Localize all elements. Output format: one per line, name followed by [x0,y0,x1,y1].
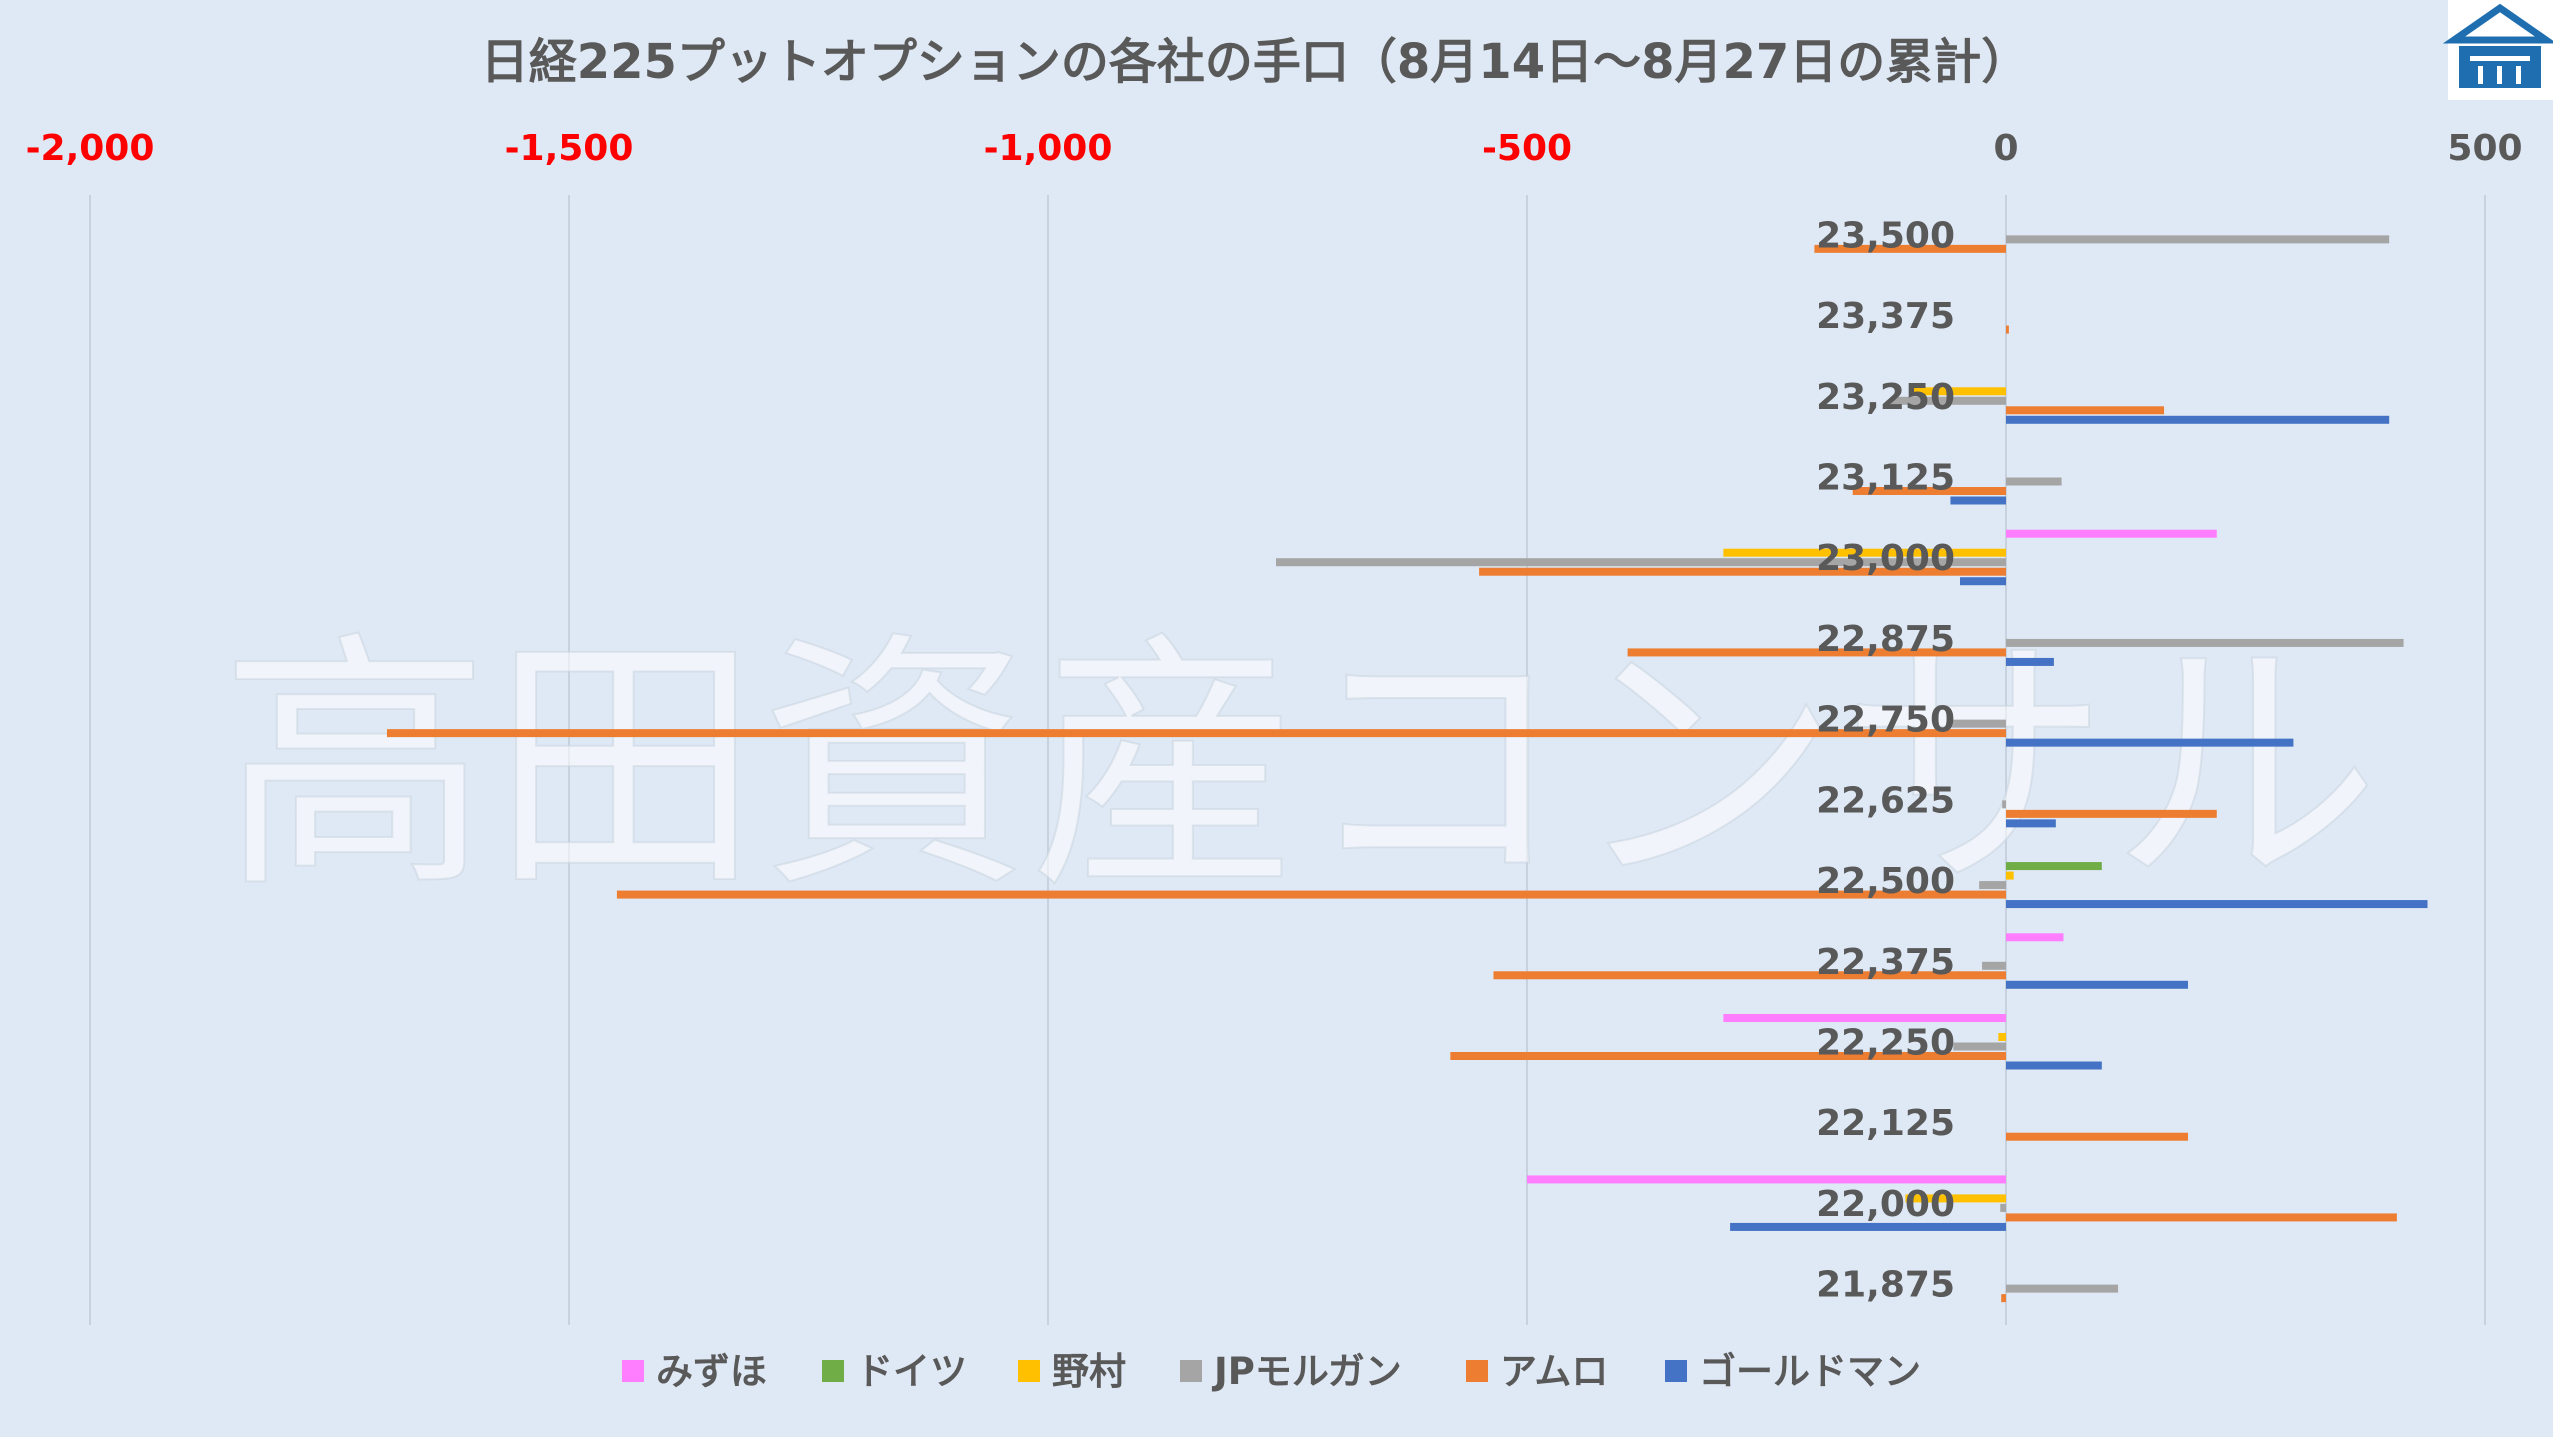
logo-pillar-2 [2497,66,2502,84]
bar [2006,1284,2119,1293]
bar [2006,1213,2397,1222]
category-labels: 23,500 23,375 23,250 23,125 23,000 22,875 22,7… [1816,215,1955,1305]
bar [1276,558,2006,567]
bar [1852,487,2006,495]
gridlines [89,195,2486,1325]
bar [1960,577,2006,586]
logo-pillar-3 [2516,66,2521,84]
logo-stripe-1 [2470,56,2530,61]
x-tick-label: -500 [1482,128,1572,169]
bar [1953,1042,2006,1051]
category-label: 23,000 [1816,538,1955,579]
bar [2000,1203,2006,1212]
bar [1982,961,2006,970]
bar [2006,1061,2102,1070]
bar [2006,529,2217,538]
category-label: 23,375 [1816,296,1955,337]
x-tick-label: 500 [2447,128,2522,169]
bar [1730,1222,2006,1231]
category-label: 22,875 [1816,619,1955,660]
bar [1479,567,2006,576]
bar [1998,1033,2006,1041]
bar [2006,862,2102,871]
legend-label: みずほ [656,1350,767,1393]
bar [2002,800,2006,809]
bar [2006,235,2390,244]
bar [2006,809,2217,818]
bar [1948,719,2006,728]
legend-swatch [822,1360,844,1382]
legend-label: JPモルガン [1211,1350,1402,1393]
bar [1814,244,2006,253]
bar [2006,406,2165,415]
x-tick-label: 0 [1993,128,2018,169]
x-tick-label: -1,500 [505,128,634,169]
category-label: 22,250 [1816,1023,1955,1064]
bar [1723,548,2006,557]
legend-swatch [1018,1360,1040,1382]
bar [2006,638,2404,647]
bar [2006,900,2428,909]
category-label: 22,125 [1816,1103,1955,1144]
bar [1891,396,2006,405]
bar [2006,738,2294,747]
category-label: 23,500 [1816,215,1955,256]
legend-label: ゴールドマン [1699,1350,1921,1393]
bar [2001,1294,2006,1303]
logo-pillar-1 [2478,66,2483,84]
bar [2006,477,2062,486]
bar [1979,881,2006,890]
bar [2006,980,2189,989]
bar [1950,496,2006,505]
bar [1493,971,2006,980]
chart-title: 日経225プットオプションの各社の手口（8月14日～8月27日の累計） [481,34,2030,90]
legend: みずほ ドイツ 野村 JPモルガン アムロ ゴールドマン [622,1350,1921,1393]
category-label: 22,500 [1816,861,1955,902]
watermark-text: 高田資産コンサル [220,609,2380,924]
category-label: 22,750 [1816,700,1955,741]
x-tick-label: -1,000 [984,128,1113,169]
bar [1723,1014,2006,1022]
category-label: 21,875 [1816,1265,1955,1306]
bar [2006,819,2056,828]
legend-swatch [1466,1360,1488,1382]
bar [2006,871,2014,880]
bar [386,729,2007,738]
category-label: 22,625 [1816,780,1955,821]
legend-label: アムロ [1500,1350,1608,1393]
company-logo [2442,0,2553,100]
bar [2006,415,2390,424]
bar [616,890,2006,899]
legend-swatch [1665,1360,1687,1382]
x-tick-label: -2,000 [26,128,155,169]
bar [2006,933,2064,942]
bar [1627,648,2006,657]
legend-swatch [1180,1360,1202,1382]
category-label: 22,375 [1816,942,1955,983]
bar [2006,657,2054,666]
category-label: 23,250 [1816,377,1955,418]
category-label: 22,000 [1816,1184,1955,1225]
logo-roof [2442,3,2553,44]
bar [1905,1194,2006,1203]
category-label: 23,125 [1816,458,1955,499]
bar [1527,1175,2006,1184]
bar [2006,325,2009,334]
x-axis-ticks: -2,000 -1,500 -1,000 -500 0 500 [26,128,2523,169]
bar [2006,1132,2189,1141]
legend-label: ドイツ [856,1350,967,1393]
legend-swatch [622,1360,644,1382]
legend-label: 野村 [1052,1350,1126,1393]
bar [1450,1052,2006,1060]
bars [386,235,2428,1303]
bar [1910,387,2006,396]
